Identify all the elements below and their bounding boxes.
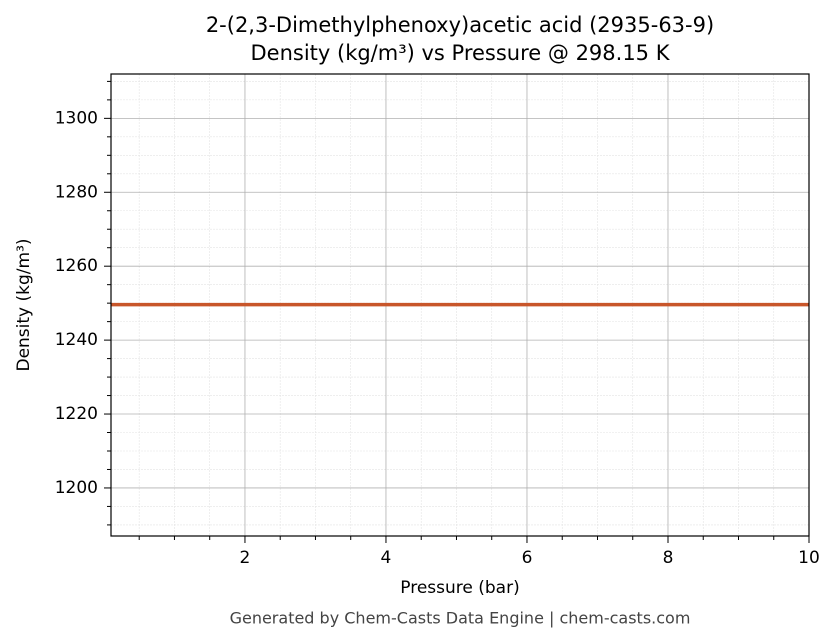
y-tick-label: 1200 [55, 478, 98, 498]
y-tick-label: 1240 [55, 330, 98, 350]
x-tick-label: 4 [381, 548, 392, 568]
x-axis-label: Pressure (bar) [400, 578, 519, 598]
y-tick-label: 1300 [55, 108, 98, 128]
chart-title: 2-(2,3-Dimethylphenoxy)acetic acid (2935… [206, 13, 714, 37]
y-tick-label: 1260 [55, 256, 98, 276]
x-tick-label: 10 [798, 548, 820, 568]
x-tick-label: 6 [522, 548, 533, 568]
y-axis-label: Density (kg/m³) [14, 238, 34, 371]
y-tick-label: 1280 [55, 182, 98, 202]
plot-frame [110, 73, 810, 537]
x-tick-label: 2 [240, 548, 251, 568]
chart-subtitle: Density (kg/m³) vs Pressure @ 298.15 K [250, 41, 670, 65]
x-tick-label: 8 [663, 548, 674, 568]
footer: Generated by Chem-Casts Data Engine | ch… [230, 609, 691, 628]
y-tick-label: 1220 [55, 404, 98, 424]
